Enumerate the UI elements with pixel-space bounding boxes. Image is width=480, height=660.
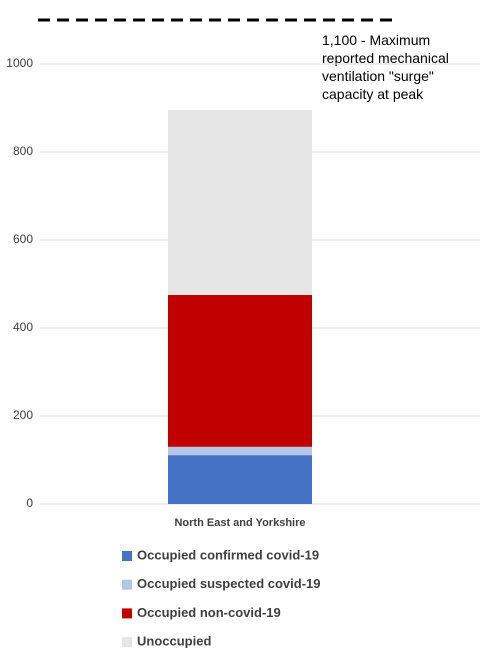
legend-label: Occupied confirmed covid-19 <box>137 547 319 562</box>
legend-swatch <box>122 637 132 648</box>
legend-label: Occupied non-covid-19 <box>137 605 281 620</box>
bar-segment <box>168 295 312 447</box>
x-tick-label: North East and Yorkshire <box>174 517 305 529</box>
y-tick-label: 600 <box>13 232 33 246</box>
legend-label: Unoccupied <box>137 634 211 649</box>
annotation-box: 1,100 - Maximum reported mechanical vent… <box>322 32 449 102</box>
reference-label: 1,100 - Maximum reported mechanical vent… <box>322 32 449 102</box>
bar-segment <box>168 110 312 295</box>
legend-swatch <box>122 608 132 619</box>
y-tick-label: 800 <box>13 144 33 158</box>
y-tick-label: 1000 <box>6 56 33 70</box>
legend-label: Occupied suspected covid-19 <box>137 576 321 591</box>
legend-swatch <box>122 551 132 561</box>
bar-segment <box>168 446 312 456</box>
y-tick-label: 0 <box>26 496 33 510</box>
bar-segment <box>168 455 312 504</box>
y-tick-label: 400 <box>13 320 33 334</box>
y-tick-label: 200 <box>13 408 33 422</box>
legend-swatch <box>122 579 132 590</box>
